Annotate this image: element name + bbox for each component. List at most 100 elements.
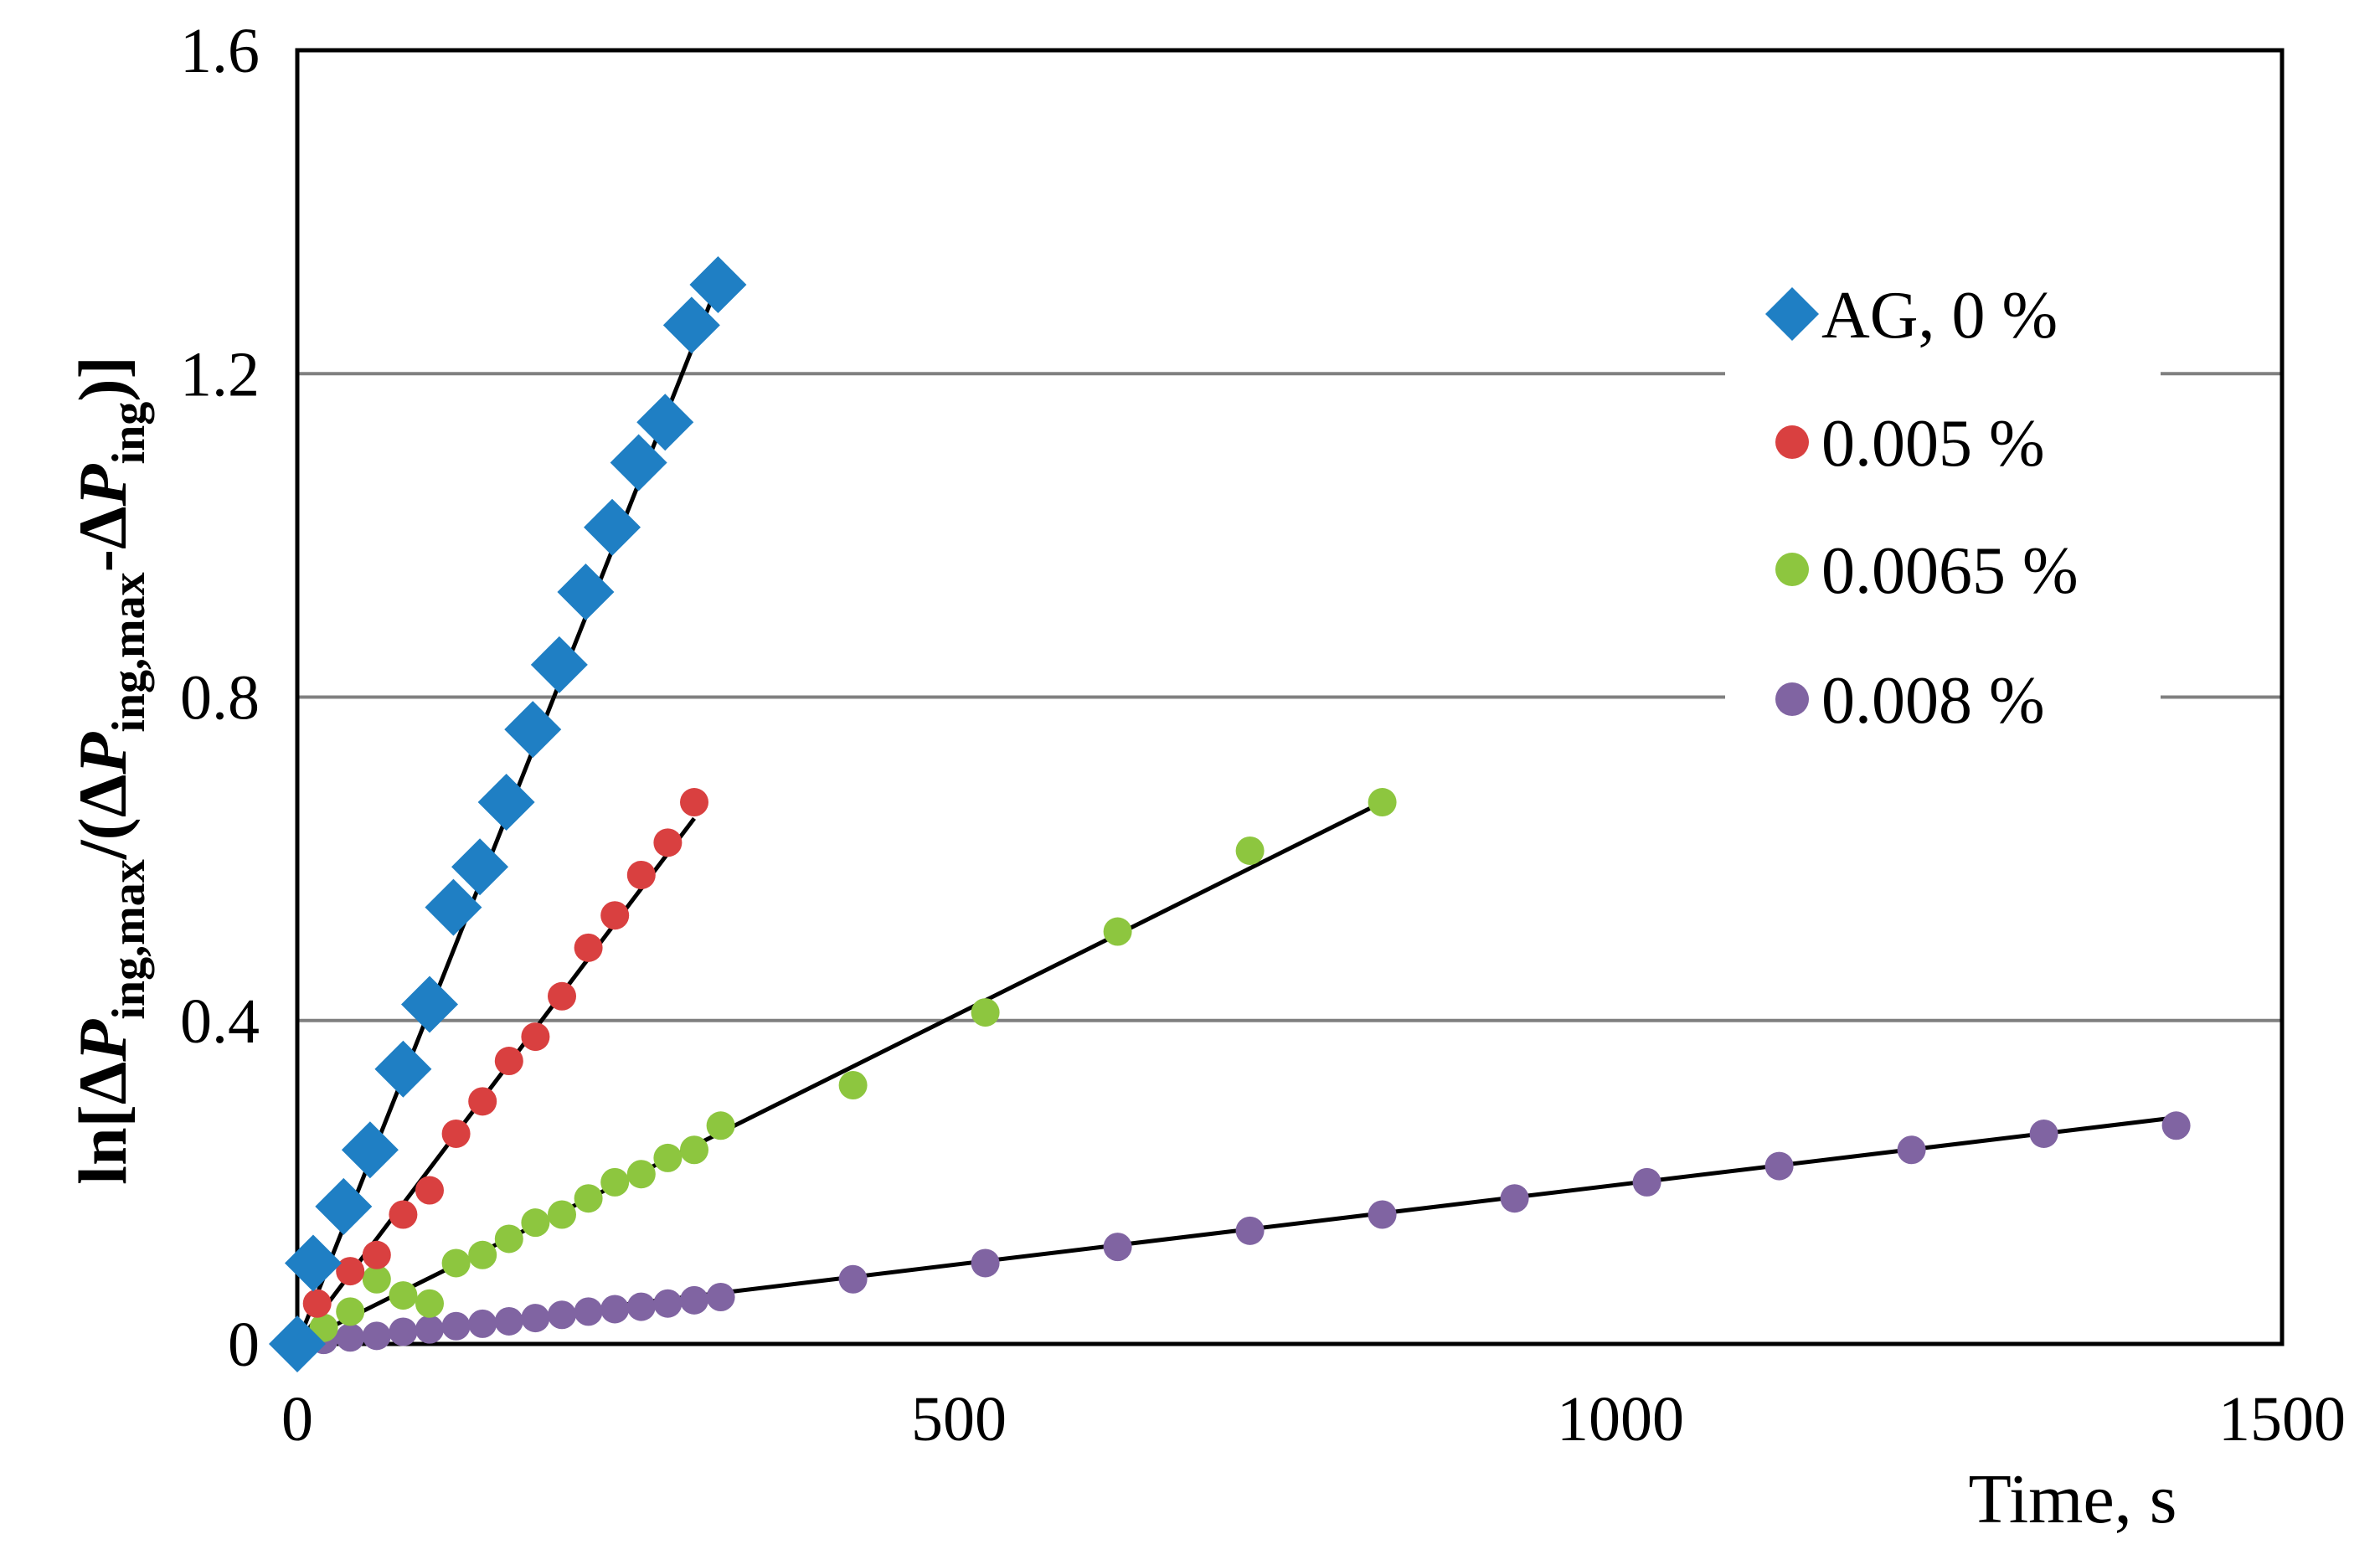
data-point-series-0 [341, 1121, 399, 1179]
data-point-series-0 [636, 394, 694, 451]
data-point-series-0 [689, 256, 747, 314]
data-point-series-2 [1103, 917, 1132, 946]
data-point-series-3 [653, 1289, 683, 1318]
y-label-delta-3: Δ [64, 507, 141, 549]
data-point-series-2 [626, 1160, 656, 1189]
data-point-series-3 [838, 1264, 868, 1294]
data-point-series-2 [336, 1297, 365, 1326]
data-point-series-3 [2029, 1119, 2058, 1148]
legend-label-series-1: 0.005 % [1821, 407, 2045, 481]
data-point-series-3 [1368, 1200, 1397, 1229]
legend: AG, 0 % 0.005 % 0.0065 % 0.008 % [1725, 264, 2161, 741]
data-point-series-0 [557, 563, 615, 620]
data-point-series-1 [362, 1240, 391, 1269]
data-point-series-1 [494, 1047, 523, 1076]
y-axis-ticks: 0 0.4 0.8 1.2 1.6 [180, 16, 260, 1380]
data-point-series-3 [415, 1315, 444, 1344]
data-point-series-2 [441, 1248, 471, 1278]
data-point-series-3 [441, 1311, 471, 1341]
svg-text:ln[ΔPing,max/(ΔPing,max-ΔPing): ln[ΔPing,max/(ΔPing,max-ΔPing)] [64, 356, 155, 1185]
data-point-series-3 [1897, 1135, 1926, 1165]
y-label-sub-2: ing,max [103, 572, 155, 732]
data-point-series-3 [1632, 1167, 1661, 1197]
data-point-series-0 [401, 976, 458, 1033]
y-label-suffix: )] [64, 356, 141, 402]
data-point-series-3 [494, 1306, 523, 1336]
data-point-series-1 [626, 860, 656, 889]
legend-label-series-2: 0.0065 % [1821, 534, 2079, 608]
data-point-series-0 [425, 878, 482, 936]
data-point-series-3 [1235, 1216, 1265, 1245]
data-point-series-2 [389, 1281, 418, 1310]
y-tick-label: 0.8 [180, 663, 260, 734]
data-point-series-1 [468, 1087, 497, 1116]
data-point-series-2 [468, 1240, 497, 1269]
legend-label-series-3: 0.008 % [1821, 664, 2045, 738]
data-point-series-2 [415, 1289, 444, 1318]
legend-marker-series-0 [1765, 287, 1819, 341]
data-point-series-3 [574, 1297, 603, 1326]
data-point-series-3 [1103, 1233, 1132, 1262]
legend-marker-series-2 [1775, 553, 1809, 586]
data-point-series-0 [530, 636, 588, 693]
y-label-minus: - [64, 549, 141, 572]
data-point-series-2 [1368, 788, 1397, 817]
data-point-series-1 [521, 1022, 550, 1052]
data-point-series-2 [362, 1264, 391, 1294]
data-point-series-1 [302, 1289, 332, 1318]
y-label-delta-1: Δ [64, 1062, 141, 1104]
data-point-series-0 [374, 1040, 432, 1098]
data-point-series-1 [548, 981, 576, 1011]
data-point-series-3 [521, 1304, 550, 1333]
legend-label-series-0: AG, 0 % [1821, 279, 2058, 353]
data-point-series-1 [389, 1200, 418, 1229]
y-tick-label: 0.4 [180, 986, 260, 1057]
data-point-series-2 [521, 1208, 550, 1238]
data-point-series-1 [336, 1257, 365, 1286]
data-point-series-2 [838, 1071, 868, 1099]
data-point-series-0 [504, 701, 562, 759]
x-axis-label: Time, s [1968, 1460, 2177, 1538]
data-point-series-3 [1500, 1184, 1529, 1213]
y-label-p-3: P [64, 464, 141, 507]
x-axis-ticks: 0 500 1000 1500 [281, 1384, 2346, 1454]
data-point-series-0 [610, 434, 667, 492]
x-tick-label: 1500 [2218, 1384, 2346, 1454]
y-tick-label: 1.2 [180, 339, 260, 409]
y-label-prefix: ln[ [64, 1104, 141, 1185]
y-label-p-2: P [64, 732, 141, 775]
y-label-delta-2: Δ [64, 775, 141, 817]
y-tick-label: 1.6 [180, 16, 260, 86]
plot-area-frame [295, 48, 2285, 1346]
data-point-series-3 [600, 1295, 630, 1324]
data-point-series-0 [584, 498, 641, 556]
data-point-series-2 [706, 1111, 735, 1140]
y-label-sub-3: ing [103, 402, 155, 465]
data-point-series-1 [415, 1176, 444, 1205]
data-point-series-2 [1235, 836, 1265, 865]
legend-marker-series-1 [1775, 425, 1809, 459]
data-point-series-0 [284, 1234, 342, 1292]
data-point-series-3 [389, 1317, 418, 1346]
y-label-p-1: P [64, 1019, 141, 1063]
data-point-series-2 [653, 1143, 683, 1172]
data-point-series-3 [971, 1248, 1000, 1278]
data-point-series-0 [662, 296, 720, 354]
data-point-series-1 [653, 828, 683, 857]
y-axis-label: ln[ΔPing,max/(ΔPing,max-ΔPing)] [64, 356, 155, 1185]
data-point-series-3 [468, 1309, 497, 1338]
data-point-series-3 [680, 1285, 708, 1315]
x-tick-label: 0 [281, 1384, 313, 1454]
data-point-series-3 [2161, 1111, 2191, 1140]
data-point-series-0 [477, 774, 535, 831]
data-point-series-1 [600, 901, 630, 930]
data-point-series-1 [680, 788, 708, 817]
data-point-series-3 [548, 1300, 576, 1330]
data-point-series-1 [574, 933, 603, 962]
x-tick-label: 1000 [1557, 1384, 1684, 1454]
data-point-series-0 [269, 1315, 326, 1372]
data-point-series-1 [441, 1119, 471, 1148]
data-point-series-0 [451, 838, 509, 896]
